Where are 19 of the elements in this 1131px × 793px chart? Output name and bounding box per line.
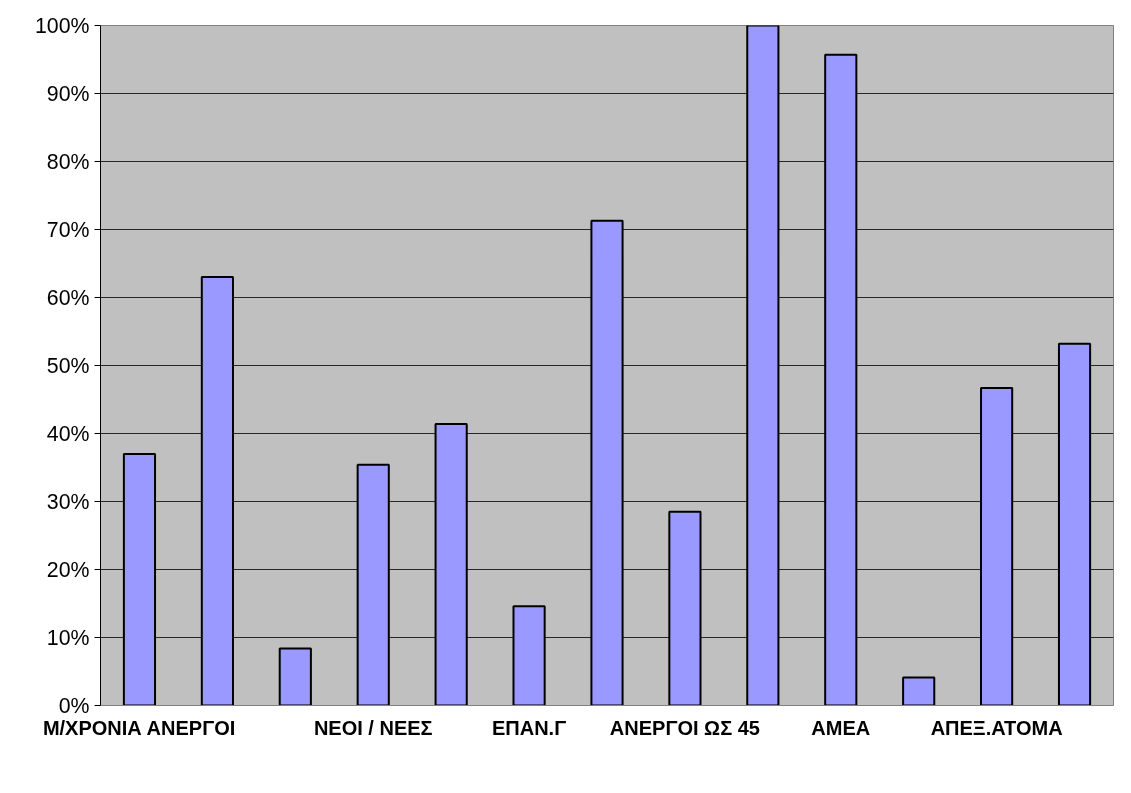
x-tick-label: ΕΠΑΝ.Γ — [491, 716, 567, 739]
bar — [902, 676, 936, 706]
x-tick-label: ΝΕΟΙ / ΝΕΕΣ — [313, 716, 433, 739]
x-tick-label: Μ/ΧΡΟΝΙΑ ΑΝΕΡΓΟΙ — [42, 716, 236, 739]
y-tick-label: 0% — [58, 693, 90, 718]
y-tick-label: 40% — [46, 421, 90, 446]
y-tick-label: 60% — [46, 285, 90, 310]
x-tick-label: ΑΝΕΡΓΟΙ ΩΣ 45 — [609, 716, 760, 739]
y-tick-label: 50% — [46, 353, 90, 378]
y-tick-label: 80% — [46, 149, 90, 174]
y-tick-label: 10% — [46, 625, 90, 650]
x-tick-label: ΑΠΕΞ.ΑΤΟΜΑ — [930, 716, 1063, 739]
y-tick-label: 30% — [46, 489, 90, 514]
bar — [278, 647, 312, 706]
x-tick-label: ΑΜΕΑ — [811, 716, 871, 739]
y-tick-label: 100% — [34, 13, 90, 38]
y-tick-label: 70% — [46, 217, 90, 242]
y-tick-label: 20% — [46, 557, 90, 582]
y-tick-label: 90% — [46, 81, 90, 106]
